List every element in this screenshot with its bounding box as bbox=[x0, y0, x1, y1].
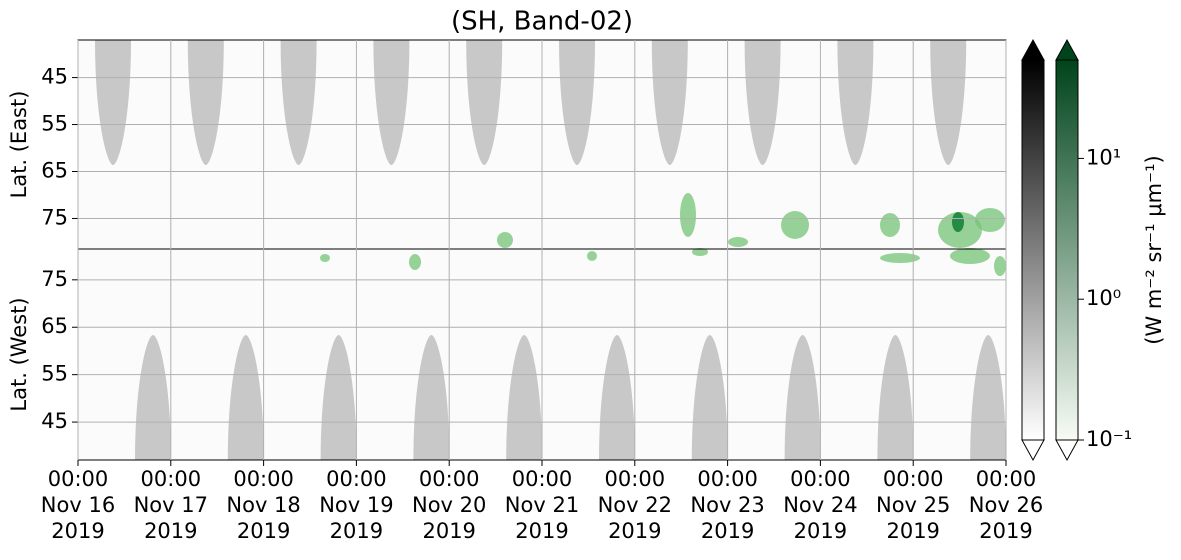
y-axis-label: Lat. (West) bbox=[7, 297, 31, 411]
colorbar-tick-label: 10¹ bbox=[1086, 145, 1121, 169]
aurora-patch bbox=[950, 248, 990, 264]
night-region bbox=[837, 40, 874, 165]
night-region bbox=[691, 335, 728, 460]
colorbar-tick-label: 10⁰ bbox=[1086, 286, 1121, 310]
x-tick-label: 00:00 Nov 22 2019 bbox=[598, 467, 672, 543]
colorbar-extend-min bbox=[1055, 439, 1079, 462]
x-tick-label: 00:00 Nov 21 2019 bbox=[505, 467, 579, 543]
night-region bbox=[506, 335, 543, 460]
colorbar-tick-label: 10⁻¹ bbox=[1086, 427, 1132, 451]
x-tick-label: 00:00 Nov 17 2019 bbox=[134, 467, 208, 543]
night-region bbox=[970, 335, 1006, 460]
night-region bbox=[227, 335, 264, 460]
aurora-patch bbox=[781, 211, 809, 239]
night-region bbox=[930, 40, 967, 165]
colorbar-extend-max bbox=[1055, 38, 1079, 61]
night-region bbox=[599, 335, 635, 460]
night-region bbox=[784, 335, 821, 460]
night-region bbox=[413, 335, 450, 460]
night-region bbox=[559, 40, 595, 165]
y-tick-label: 45 bbox=[41, 65, 68, 89]
aurora-patch bbox=[975, 208, 1005, 232]
x-tick-label: 00:00 Nov 16 2019 bbox=[41, 467, 115, 543]
x-tick-label: 00:00 Nov 23 2019 bbox=[690, 467, 764, 543]
night-region bbox=[877, 335, 914, 460]
colorbar-extend-max bbox=[1021, 38, 1045, 61]
x-tick-label: 00:00 Nov 24 2019 bbox=[783, 467, 857, 543]
x-tick-label: 00:00 Nov 26 2019 bbox=[969, 467, 1043, 543]
aurora-patch bbox=[994, 256, 1006, 276]
aurora-patch bbox=[587, 251, 597, 261]
aurora-patch bbox=[320, 254, 330, 262]
night-region bbox=[135, 335, 171, 460]
x-tick-label: 00:00 Nov 20 2019 bbox=[412, 467, 486, 543]
aurora-patch bbox=[880, 253, 920, 263]
night-region bbox=[651, 40, 688, 165]
night-region bbox=[466, 40, 503, 165]
aurora-patch bbox=[692, 248, 708, 256]
y-tick-label: 75 bbox=[41, 267, 68, 291]
y-tick-label: 45 bbox=[41, 409, 68, 433]
night-region bbox=[280, 40, 317, 165]
night-region bbox=[320, 335, 357, 460]
x-tick-label: 00:00 Nov 25 2019 bbox=[876, 467, 950, 543]
y-tick-label: 55 bbox=[41, 362, 68, 386]
aurora-patch bbox=[880, 213, 900, 237]
x-tick-label: 00:00 Nov 19 2019 bbox=[319, 467, 393, 543]
night-region bbox=[744, 40, 781, 165]
aurora-patch bbox=[680, 193, 696, 237]
colorbar-extend-min bbox=[1021, 439, 1045, 462]
aurora-patch bbox=[409, 254, 421, 270]
y-tick-label: 65 bbox=[41, 159, 68, 183]
y-tick-label: 65 bbox=[41, 314, 68, 338]
colorbar-label: (W m⁻² sr⁻¹ μm⁻¹) bbox=[1142, 155, 1166, 345]
chart-title: (SH, Band-02) bbox=[451, 7, 633, 37]
aurora-patch bbox=[728, 237, 748, 247]
y-tick-label: 55 bbox=[41, 112, 68, 136]
aurora-core bbox=[952, 212, 964, 232]
y-axis-label: Lat. (East) bbox=[7, 91, 31, 199]
night-region bbox=[95, 40, 131, 165]
x-tick-label: 00:00 Nov 18 2019 bbox=[226, 467, 300, 543]
colorbar bbox=[1021, 59, 1045, 441]
night-region bbox=[373, 40, 410, 165]
colorbar bbox=[1055, 59, 1079, 441]
night-region bbox=[187, 40, 224, 165]
aurora-patch bbox=[497, 232, 513, 248]
y-tick-label: 75 bbox=[41, 205, 68, 229]
